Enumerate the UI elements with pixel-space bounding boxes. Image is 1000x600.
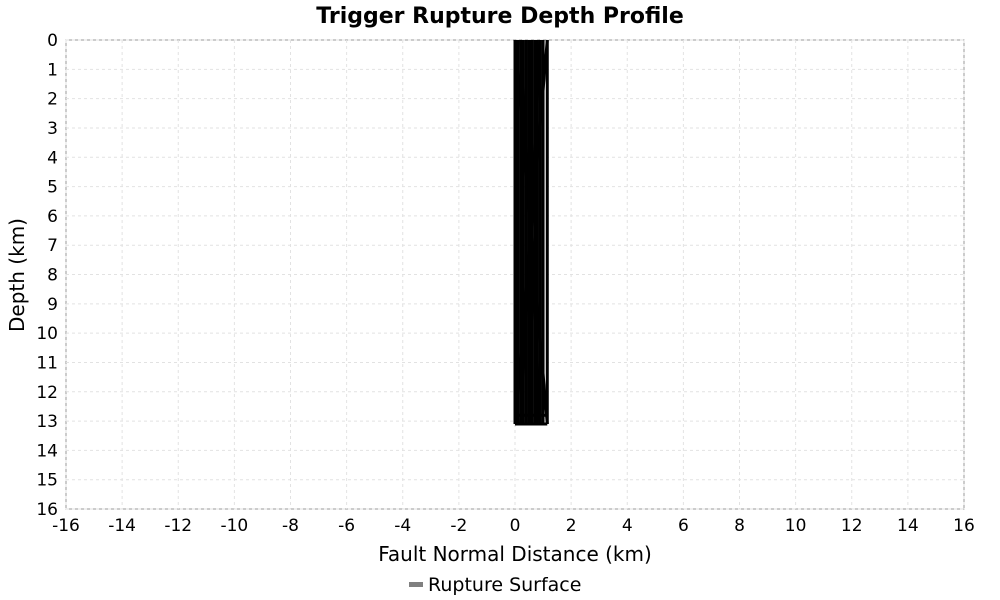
- x-tick-label: -2: [450, 516, 467, 536]
- y-tick-label: 0: [47, 31, 58, 51]
- x-axis-label: Fault Normal Distance (km): [378, 542, 652, 566]
- rupture-surface-series: [513, 39, 549, 426]
- y-tick-label: 5: [47, 178, 58, 198]
- x-tick-label: -12: [164, 516, 192, 536]
- y-axis-label: Depth (km): [5, 218, 29, 332]
- x-tick-label: 6: [678, 516, 689, 536]
- chart-title: Trigger Rupture Depth Profile: [316, 4, 684, 29]
- x-tick-label: 10: [785, 516, 807, 536]
- x-tick-label: -4: [394, 516, 411, 536]
- y-tick-label: 13: [36, 412, 58, 432]
- x-tick-label: 12: [841, 516, 863, 536]
- x-tick-label: 2: [566, 516, 577, 536]
- x-tick-label: 16: [953, 516, 975, 536]
- y-tick-label: 9: [47, 295, 58, 315]
- y-tick-label: 11: [36, 353, 58, 373]
- x-tick-label: -16: [52, 516, 80, 536]
- y-tick-label: 7: [47, 236, 58, 256]
- y-tick-label: 10: [36, 324, 58, 344]
- y-tick-label: 2: [47, 90, 58, 110]
- x-tick-label: 14: [897, 516, 919, 536]
- rupture-surface-line: [519, 39, 542, 425]
- legend-label: Rupture Surface: [428, 574, 581, 596]
- x-tick-label: 4: [622, 516, 633, 536]
- x-tick-label: -14: [108, 516, 136, 536]
- legend-swatch: [409, 582, 423, 587]
- legend: Rupture Surface: [409, 574, 581, 596]
- y-tick-label: 16: [36, 500, 58, 520]
- y-tick-label: 4: [47, 148, 58, 168]
- x-tick-label: -8: [282, 516, 299, 536]
- y-tick-label: 12: [36, 383, 58, 403]
- y-tick-label: 6: [47, 207, 58, 227]
- y-tick-label: 3: [47, 119, 58, 139]
- x-tick-label: -6: [338, 516, 355, 536]
- y-tick-label: 15: [36, 471, 58, 491]
- x-tick-labels: -16 -14 -12 -10 -8 -6 -4 -2 0 2 4 6 8 10 12 14 16: [52, 516, 975, 536]
- x-tick-label: 0: [510, 516, 521, 536]
- x-tick-label: -10: [220, 516, 248, 536]
- y-tick-label: 1: [47, 60, 58, 80]
- y-tick-label: 8: [47, 266, 58, 286]
- y-tick-label: 14: [36, 441, 58, 461]
- x-tick-label: 8: [734, 516, 745, 536]
